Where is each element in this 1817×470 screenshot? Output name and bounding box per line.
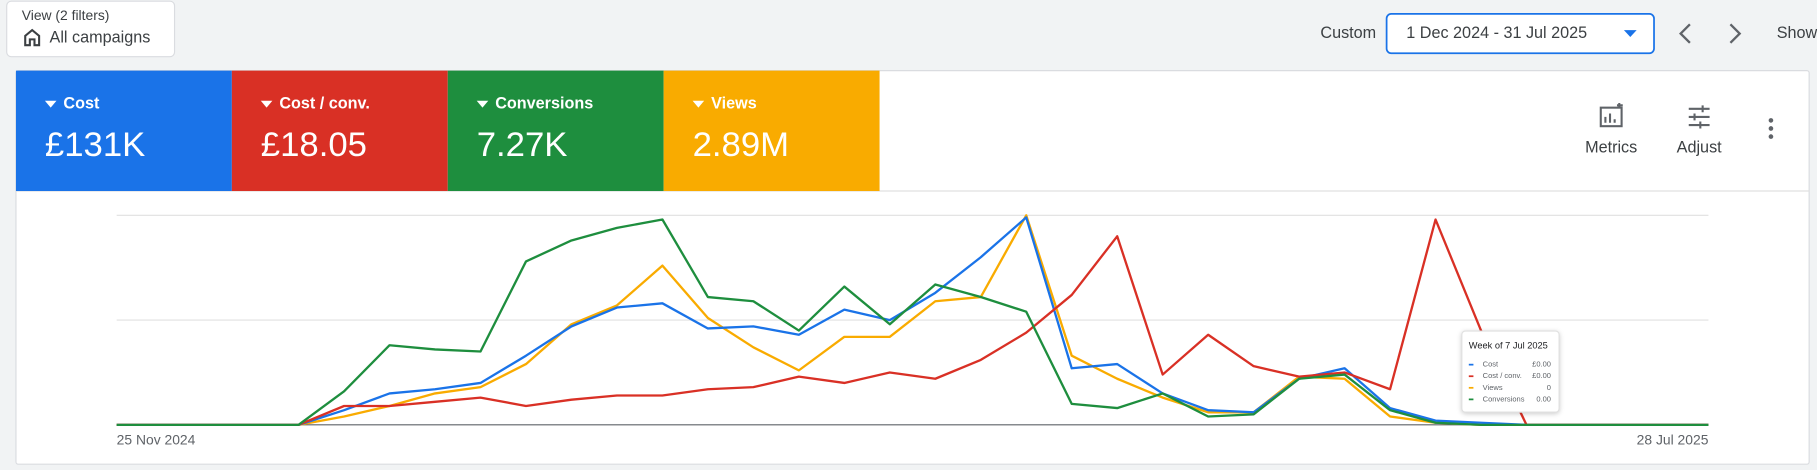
metrics-icon <box>1599 106 1623 128</box>
adjust-icon <box>1688 105 1710 129</box>
tooltip-label: Conversions <box>1483 394 1525 403</box>
tooltip-title: Week of 7 Jul 2025 <box>1469 341 1548 351</box>
metric-tile[interactable] <box>447 70 664 192</box>
view-label: View (2 filters) <box>22 7 110 23</box>
show-link[interactable]: Show <box>1777 24 1817 42</box>
tooltip-value: 0.00 <box>1536 394 1551 403</box>
metric-tile[interactable] <box>15 70 232 192</box>
legend-label: Cost / conv. <box>279 94 370 112</box>
dot <box>1768 134 1774 139</box>
adjust-label: Adjust <box>1677 138 1722 156</box>
tile-caret <box>692 100 705 108</box>
legend-label: Cost <box>63 94 100 112</box>
series-line <box>116 216 1709 427</box>
next-button[interactable] <box>1729 23 1742 44</box>
metric-total: 2.89M <box>693 126 789 164</box>
metric-tiles: Cost £131K Cost / conv. £18.05 Conversions 7.… <box>15 70 880 192</box>
view-filter[interactable] <box>6 0 176 58</box>
tooltip: Week of 7 Jul 2025 Cost £0.00 Cost / conv. £… <box>1461 330 1560 413</box>
range-type: Custom <box>1320 24 1376 42</box>
metric-total: 7.27K <box>477 126 568 164</box>
metrics-button[interactable]: Metrics <box>1585 103 1637 156</box>
metric-total: £18.05 <box>261 126 367 164</box>
tooltip-value: £0.00 <box>1532 360 1551 369</box>
metric-tile[interactable] <box>663 70 880 192</box>
tooltip-label: Cost / conv. <box>1483 371 1522 380</box>
dot <box>1768 118 1774 123</box>
metrics-label: Metrics <box>1585 138 1637 156</box>
dot <box>1768 126 1774 131</box>
x-tick-label: 25 Nov 2024 <box>117 432 196 448</box>
tooltip-box <box>1461 330 1560 413</box>
series-line <box>116 218 1709 427</box>
legend-label: Views <box>711 94 757 112</box>
prev-button[interactable] <box>1679 23 1691 44</box>
date-picker[interactable] <box>1385 13 1655 55</box>
dropdown-arrow <box>1623 30 1637 38</box>
adjust-button[interactable]: Adjust <box>1677 105 1722 156</box>
lines <box>116 214 1709 427</box>
metric-total: £131K <box>45 126 145 164</box>
series-line <box>116 218 1709 427</box>
tile-caret <box>476 100 489 108</box>
metric-tile[interactable] <box>231 70 448 192</box>
tile-caret <box>260 100 273 108</box>
legend-label: Conversions <box>495 94 593 112</box>
home-icon <box>24 28 41 47</box>
tooltip-label: Views <box>1483 383 1503 392</box>
metrics-icon-bars <box>1604 103 1623 123</box>
tooltip-value: £0.00 <box>1532 371 1551 380</box>
view-value: All campaigns <box>50 28 151 46</box>
more-button[interactable] <box>1768 118 1774 139</box>
tile-caret <box>44 100 57 108</box>
date-range: 1 Dec 2024 - 31 Jul 2025 <box>1406 24 1587 42</box>
tooltip-label: Cost <box>1483 360 1499 369</box>
x-tick-label: 28 Jul 2025 <box>1637 432 1709 448</box>
tooltip-value: 0 <box>1547 383 1551 392</box>
